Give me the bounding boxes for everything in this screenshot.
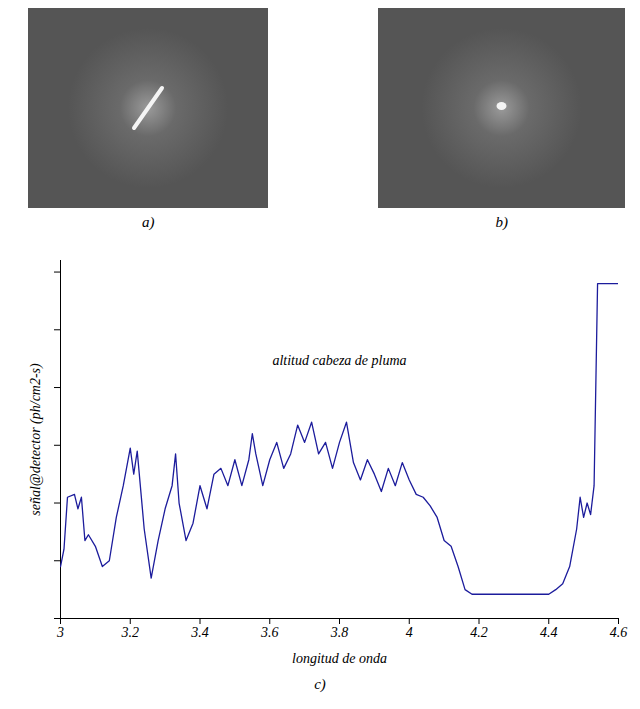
svg-text:3.8: 3.8 [330, 625, 349, 640]
svg-text:4.4: 4.4 [540, 625, 558, 640]
svg-text:4.6: 4.6 [610, 625, 628, 640]
svg-text:altitud cabeza de pluma: altitud cabeza de pluma [272, 353, 406, 368]
svg-text:4.2: 4.2 [470, 625, 488, 640]
svg-text:3.6: 3.6 [260, 625, 279, 640]
svg-text:3.2: 3.2 [121, 625, 140, 640]
svg-text:3.4: 3.4 [190, 625, 209, 640]
html-text:b): b) [495, 214, 508, 230]
svg-text:longitud de onda: longitud de onda [292, 651, 387, 666]
html-text:a): a) [142, 214, 155, 230]
svg-text:señal@detector (ph/cm2-s): señal@detector (ph/cm2-s) [28, 363, 44, 516]
svg-text:3: 3 [56, 625, 64, 640]
html-text:c): c) [314, 676, 326, 692]
svg-text:4: 4 [406, 625, 413, 640]
